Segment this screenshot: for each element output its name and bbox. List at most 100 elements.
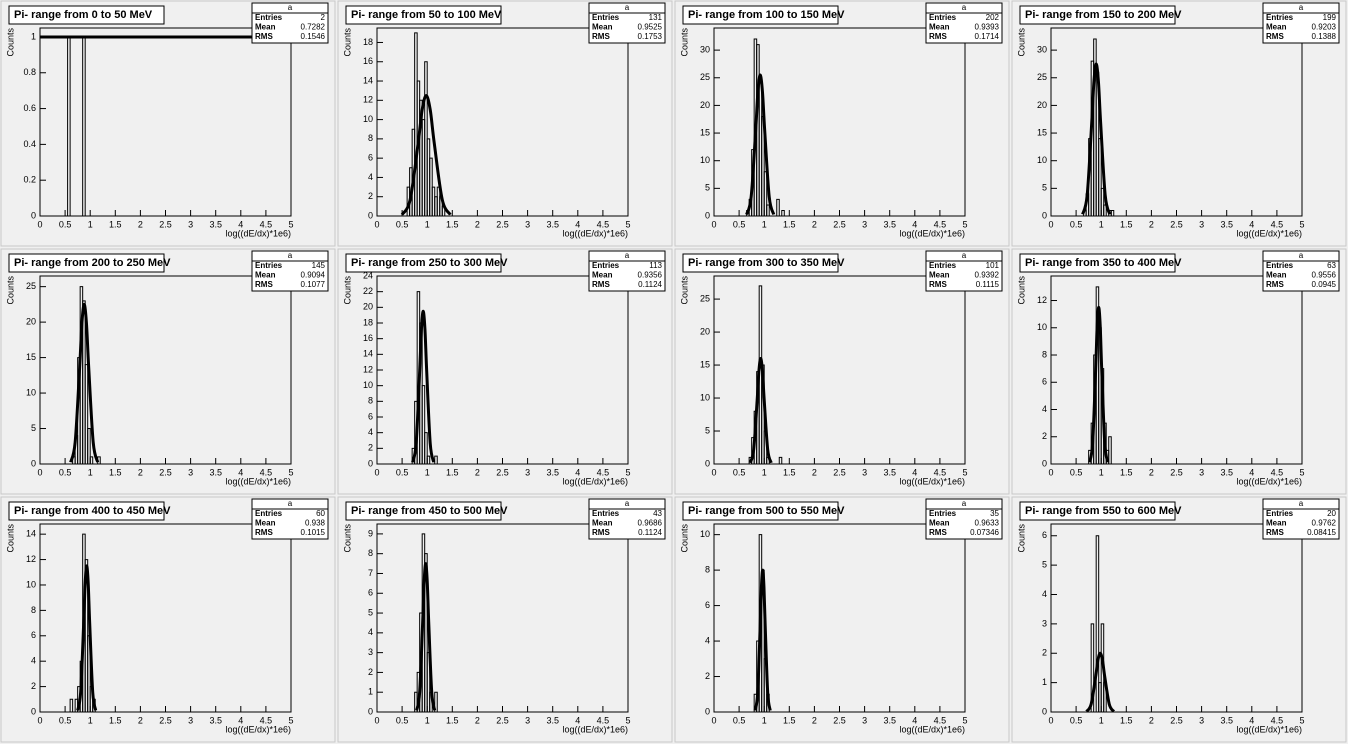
stats-title: a <box>962 499 967 508</box>
histogram-panel: 0 0.5 1 1.5 2 2.5 3 3.5 4 4.5 5 0 5 10 15 20 25 30 log((dE… <box>1011 0 1347 247</box>
x-tick-label: 2 <box>1149 467 1154 477</box>
title-box <box>1019 501 1176 521</box>
stats-label: Entries <box>592 261 620 270</box>
stats-value: 0.1753 <box>638 32 663 41</box>
x-tick-label: 4 <box>912 219 917 229</box>
stats-value: 0.1388 <box>1312 32 1337 41</box>
x-tick-label: 2 <box>1149 715 1154 725</box>
y-axis-label: Counts <box>5 28 15 57</box>
stats-title: a <box>625 251 630 260</box>
title-box <box>8 5 165 25</box>
y-tick-label: 3 <box>1042 618 1047 628</box>
y-tick-label: 15 <box>1037 127 1047 137</box>
title-box <box>682 253 839 273</box>
x-tick-label: 3.5 <box>546 715 559 725</box>
y-axis-label: Counts <box>679 276 689 305</box>
stats-title: a <box>625 3 630 12</box>
y-tick-label: 4 <box>1042 404 1047 414</box>
stats-value: 131 <box>649 13 663 22</box>
x-axis-label: log((dE/dx)*1e6) <box>899 724 965 734</box>
stats-title: a <box>1299 3 1304 12</box>
x-tick-label: 1.5 <box>783 715 796 725</box>
x-tick-label: 1.5 <box>446 219 459 229</box>
stats-label: Entries <box>1266 13 1294 22</box>
y-tick-label: 2 <box>368 191 373 201</box>
y-tick-label: 2 <box>1042 431 1047 441</box>
x-axis-label: log((dE/dx)*1e6) <box>562 724 628 734</box>
stats-title: a <box>288 3 293 12</box>
x-tick-label: 1.5 <box>109 715 122 725</box>
stats-value: 0.9356 <box>638 271 663 280</box>
x-tick-label: 3 <box>1199 219 1204 229</box>
y-tick-label: 5 <box>368 607 373 617</box>
x-tick-label: 5 <box>288 219 293 229</box>
stats-box <box>588 2 666 44</box>
histogram-panel: 0 0.5 1 1.5 2 2.5 3 3.5 4 4.5 50246810121416182022… <box>337 248 673 495</box>
stats-value: 20 <box>1327 509 1336 518</box>
x-tick-label: 2.5 <box>159 219 172 229</box>
fit-curve <box>745 73 776 215</box>
stats-label: RMS <box>1266 280 1284 289</box>
y-tick-label: 30 <box>1037 44 1047 54</box>
panel-title: Pi- range from 200 to 250 MeV <box>14 257 171 269</box>
y-tick-label: 15 <box>26 352 36 362</box>
x-tick-label: 3 <box>188 715 193 725</box>
stats-value: 0.1124 <box>638 280 662 289</box>
title-box <box>345 501 502 521</box>
x-tick-label: 2 <box>812 467 817 477</box>
x-tick-label: 3.5 <box>883 467 896 477</box>
y-tick-label: 8 <box>705 564 710 574</box>
title-box <box>682 501 839 521</box>
y-axis-label: Counts <box>342 276 352 305</box>
y-tick-label: 0.4 <box>23 139 36 149</box>
y-tick-label: 5 <box>705 183 710 193</box>
stats-box <box>251 2 329 44</box>
stats-label: Entries <box>1266 261 1294 270</box>
x-tick-label: 1.5 <box>446 715 459 725</box>
plot-area <box>39 275 292 465</box>
x-tick-label: 2.5 <box>1170 715 1183 725</box>
y-tick-label: 6 <box>31 630 36 640</box>
stats-label: Mean <box>255 271 276 280</box>
title-box <box>1019 253 1176 273</box>
y-tick-label: 2 <box>368 443 373 453</box>
title-box <box>345 253 502 273</box>
y-tick-label: 5 <box>1042 560 1047 570</box>
y-tick-label: 24 <box>363 270 373 280</box>
y-tick-label: 0.6 <box>23 103 36 113</box>
y-tick-label: 6 <box>705 600 710 610</box>
y-tick-label: 18 <box>363 37 373 47</box>
y-tick-label: 0 <box>31 458 36 468</box>
stats-box <box>925 498 1003 540</box>
x-tick-label: 1 <box>88 467 93 477</box>
x-tick-label: 2.5 <box>833 467 846 477</box>
stats-title: a <box>1299 251 1304 260</box>
histogram-panel: 0 0.5 1 1.5 2 2.5 3 3.5 4 4.5 5 0 1 2 3 4 5 6 log((dE/dx)*… <box>1011 496 1347 743</box>
y-tick-label: 5 <box>31 423 36 433</box>
y-tick-label: 10 <box>363 380 373 390</box>
stats-label: RMS <box>1266 32 1284 41</box>
y-tick-label: 0.8 <box>23 67 36 77</box>
stats-value: 145 <box>312 261 326 270</box>
x-axis-label: log((dE/dx)*1e6) <box>1236 476 1302 486</box>
stats-label: Entries <box>929 13 957 22</box>
x-tick-label: 3.5 <box>546 219 559 229</box>
histogram-bin <box>1108 436 1112 464</box>
stats-value: 0.9094 <box>301 271 326 280</box>
y-tick-label: 14 <box>363 75 373 85</box>
stats-box <box>925 250 1003 292</box>
x-tick-label: 0 <box>711 219 716 229</box>
histogram-bin <box>763 171 768 216</box>
fit-curve <box>748 356 773 464</box>
y-tick-label: 16 <box>363 333 373 343</box>
y-tick-label: 4 <box>368 427 373 437</box>
x-tick-label: 4.5 <box>260 219 273 229</box>
y-tick-label: 2 <box>368 667 373 677</box>
x-tick-label: 5 <box>1299 715 1304 725</box>
x-tick-label: 0 <box>1048 467 1053 477</box>
panel-title: Pi- range from 350 to 400 MeV <box>1025 257 1182 269</box>
title-box <box>1019 5 1176 25</box>
plot-area <box>39 27 292 217</box>
stats-value: 0.9686 <box>638 519 663 528</box>
x-tick-label: 2 <box>475 467 480 477</box>
